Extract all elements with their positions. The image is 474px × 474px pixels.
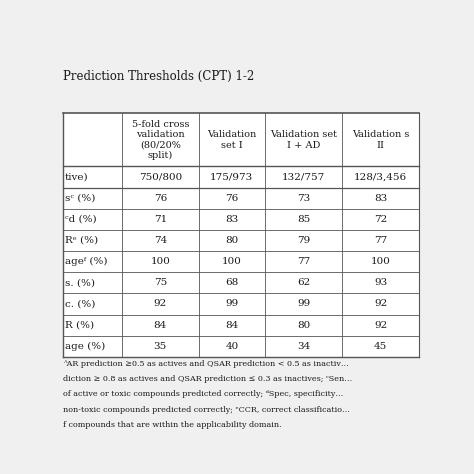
Text: 100: 100 — [222, 257, 242, 266]
Text: 80: 80 — [225, 236, 238, 245]
Text: 68: 68 — [225, 278, 238, 287]
Text: f compounds that are within the applicability domain.: f compounds that are within the applicab… — [63, 421, 282, 429]
Text: Validation
set I: Validation set I — [207, 130, 256, 150]
Text: 83: 83 — [374, 193, 387, 202]
Text: sᶜ (%): sᶜ (%) — [65, 193, 95, 202]
Text: diction ≥ 0.8 as actives and QSAR prediction ≤ 0.3 as inactives; ᶜSen…: diction ≥ 0.8 as actives and QSAR predic… — [63, 375, 352, 383]
Text: 175/973: 175/973 — [210, 173, 254, 182]
Text: s. (%): s. (%) — [65, 278, 95, 287]
Text: 84: 84 — [154, 320, 167, 329]
Text: 100: 100 — [150, 257, 170, 266]
Text: ᶜd (%): ᶜd (%) — [65, 215, 96, 224]
Text: 34: 34 — [297, 342, 310, 351]
Text: 62: 62 — [297, 278, 310, 287]
Text: Prediction Thresholds (CPT) 1-2: Prediction Thresholds (CPT) 1-2 — [63, 70, 254, 82]
Text: Validation s
II: Validation s II — [352, 130, 410, 150]
Text: R (%): R (%) — [65, 320, 94, 329]
Text: 73: 73 — [297, 193, 310, 202]
Text: ᴬAR prediction ≥0.5 as actives and QSAR prediction < 0.5 as inactiv…: ᴬAR prediction ≥0.5 as actives and QSAR … — [63, 360, 349, 368]
Text: 76: 76 — [154, 193, 167, 202]
Text: c. (%): c. (%) — [65, 300, 95, 309]
Text: 132/757: 132/757 — [282, 173, 325, 182]
Text: 79: 79 — [297, 236, 310, 245]
Text: 100: 100 — [371, 257, 391, 266]
Text: 45: 45 — [374, 342, 387, 351]
Text: 128/3,456: 128/3,456 — [354, 173, 407, 182]
Text: non-toxic compounds predicted correctly; ᵉCCR, correct classificatio…: non-toxic compounds predicted correctly;… — [63, 406, 350, 414]
Bar — [63, 113, 419, 357]
Text: 92: 92 — [374, 300, 387, 309]
Text: of active or toxic compounds predicted correctly; ᵈSpec, specificity…: of active or toxic compounds predicted c… — [63, 391, 343, 399]
Text: age (%): age (%) — [65, 342, 105, 351]
Text: 76: 76 — [225, 193, 238, 202]
Text: 750/800: 750/800 — [139, 173, 182, 182]
Text: 83: 83 — [225, 215, 238, 224]
Text: 74: 74 — [154, 236, 167, 245]
Text: 71: 71 — [154, 215, 167, 224]
Text: 77: 77 — [297, 257, 310, 266]
Text: Validation set
I + AD: Validation set I + AD — [270, 130, 337, 150]
Text: 40: 40 — [225, 342, 238, 351]
Text: 84: 84 — [225, 320, 238, 329]
Text: 99: 99 — [297, 300, 310, 309]
Text: 72: 72 — [374, 215, 387, 224]
Text: 92: 92 — [374, 320, 387, 329]
Text: ageᶠ (%): ageᶠ (%) — [65, 257, 107, 266]
Text: 5-fold cross
validation
(80/20%
split): 5-fold cross validation (80/20% split) — [131, 120, 189, 160]
Text: 99: 99 — [225, 300, 238, 309]
Text: 80: 80 — [297, 320, 310, 329]
Text: tive): tive) — [65, 173, 88, 182]
Text: 35: 35 — [154, 342, 167, 351]
Text: 92: 92 — [154, 300, 167, 309]
Text: 75: 75 — [154, 278, 167, 287]
Text: 77: 77 — [374, 236, 387, 245]
Text: 85: 85 — [297, 215, 310, 224]
Text: 93: 93 — [374, 278, 387, 287]
Text: Rᵉ (%): Rᵉ (%) — [65, 236, 98, 245]
